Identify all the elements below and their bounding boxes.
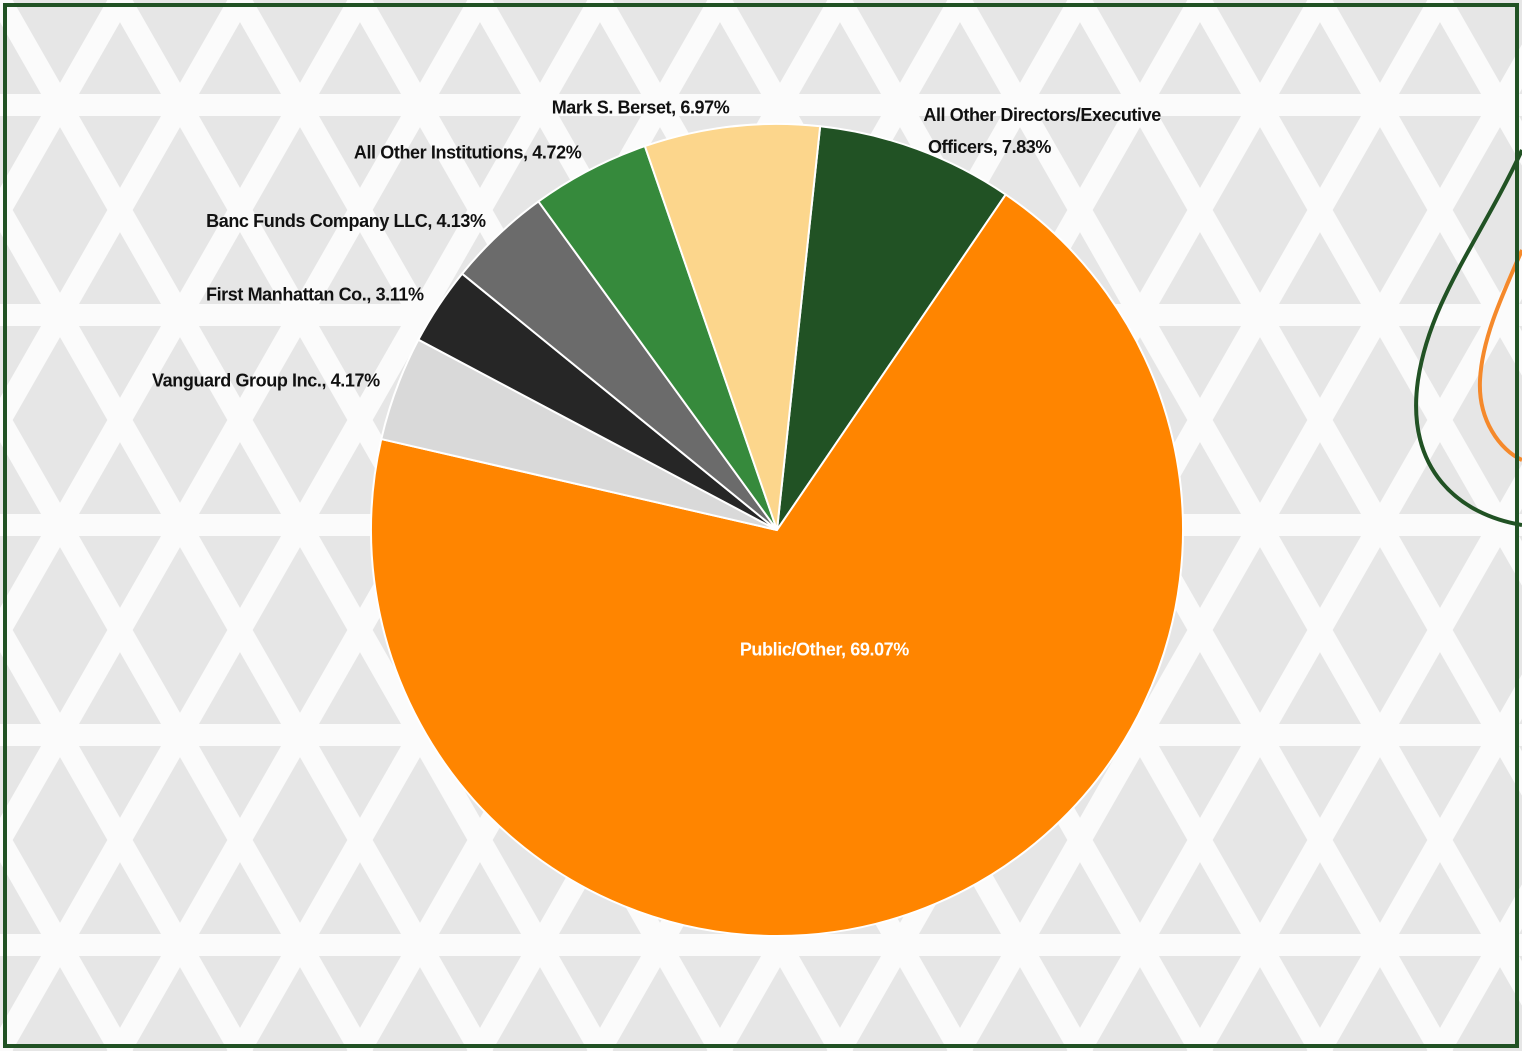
- data-label: Banc Funds Company LLC, 4.13%: [206, 211, 486, 231]
- data-label: Public/Other, 69.07%: [740, 640, 909, 660]
- pie-slice: [370, 193, 1184, 937]
- data-label: All Other Directors/Executive Officers, …: [923, 105, 1161, 157]
- data-label: Mark S. Berset, 6.97%: [552, 97, 730, 117]
- data-label: Vanguard Group Inc., 4.17%: [152, 371, 380, 391]
- data-label: First Manhattan Co., 3.11%: [206, 284, 424, 304]
- frame: [3, 3, 1519, 1048]
- logo-outline: [1414, 149, 1522, 527]
- logo-inner: [1477, 249, 1522, 462]
- data-label: All Other Institutions, 4.72%: [354, 143, 582, 163]
- pie: [370, 123, 1184, 937]
- pie-slice: [776, 125, 1008, 531]
- pie-slice: [643, 123, 822, 531]
